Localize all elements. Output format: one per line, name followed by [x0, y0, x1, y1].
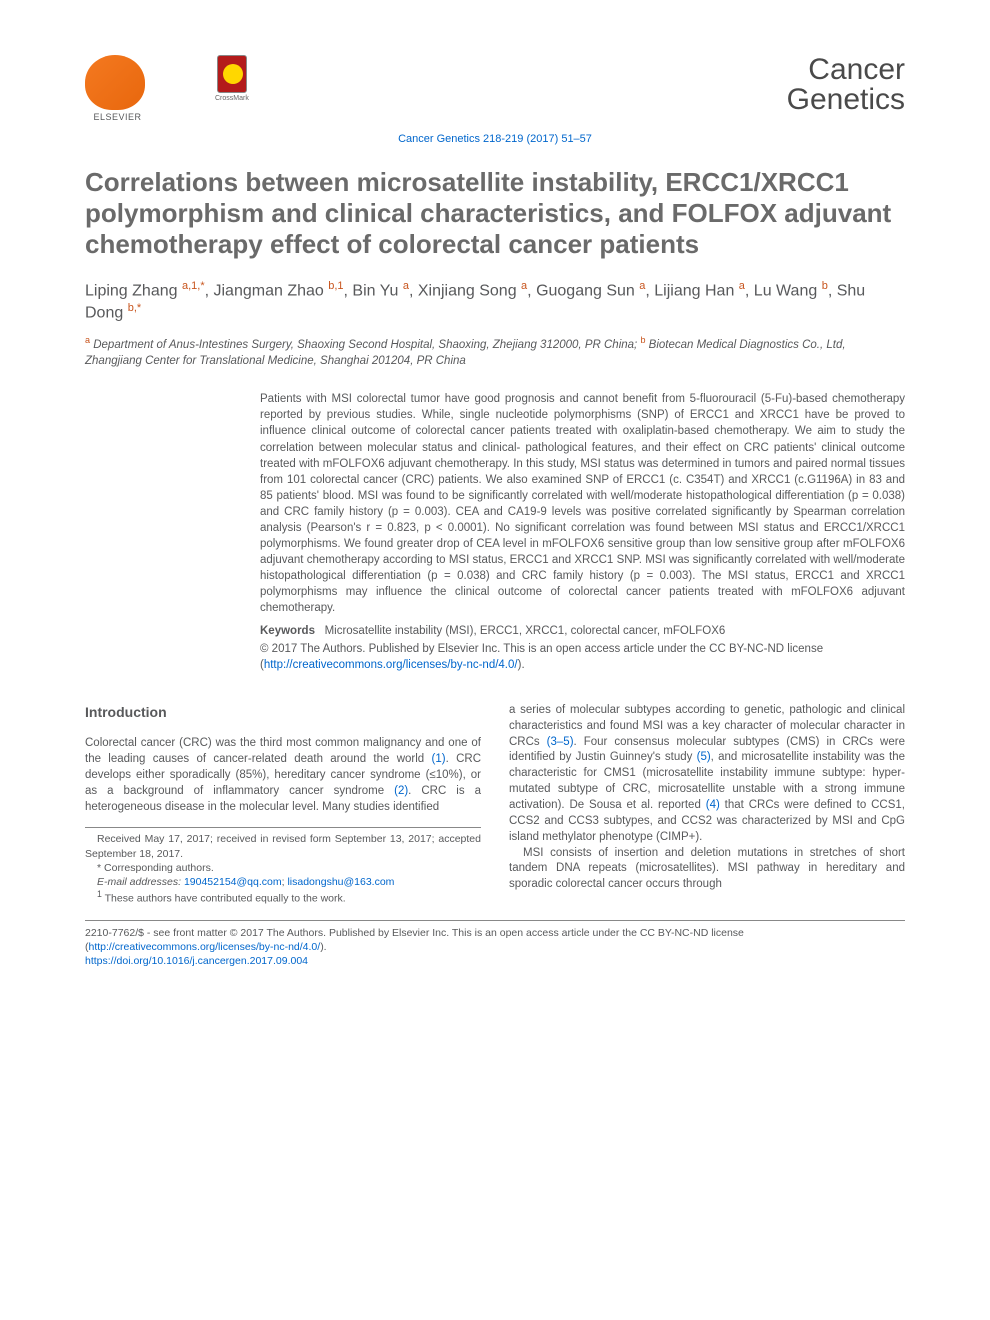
footer-close: ). [320, 941, 326, 953]
footnote-received: Received May 17, 2017; received in revis… [85, 832, 481, 860]
affil-a-text: Department of Anus-Intestines Surgery, S… [93, 339, 637, 351]
email-2[interactable]: lisadongshu@163.com [287, 876, 394, 888]
footnote-emails: E-mail addresses: 190452154@qq.com; lisa… [85, 875, 481, 889]
citation-line[interactable]: Cancer Genetics 218-219 (2017) 51–57 [85, 133, 905, 145]
footnotes: Received May 17, 2017; received in revis… [85, 827, 481, 905]
footer-doi-link[interactable]: https://doi.org/10.1016/j.cancergen.2017… [85, 954, 905, 968]
keywords-line: Keywords Microsatellite instability (MSI… [260, 623, 905, 639]
copyright-line: © 2017 The Authors. Published by Elsevie… [260, 641, 905, 673]
abstract-text: Patients with MSI colorectal tumor have … [260, 391, 905, 616]
license-link[interactable]: http://creativecommons.org/licenses/by-n… [264, 659, 518, 671]
intro-para-2: a series of molecular subtypes according… [509, 703, 905, 846]
footer-license-link[interactable]: http://creativecommons.org/licenses/by-n… [89, 941, 321, 953]
authors-list: Liping Zhang a,1,*, Jiangman Zhao b,1, B… [85, 279, 905, 325]
keywords-text: Microsatellite instability (MSI), ERCC1,… [325, 625, 726, 637]
affil-b-marker: b [640, 335, 645, 345]
footnote-corresponding-text: Corresponding authors. [104, 862, 214, 874]
journal-line2: Genetics [787, 85, 905, 115]
column-left: Introduction Colorectal cancer (CRC) was… [85, 703, 481, 906]
citation-text: Cancer Genetics 218-219 (2017) 51–57 [398, 133, 592, 145]
affiliations: a Department of Anus-Intestines Surgery,… [85, 334, 905, 369]
crossmark-badge[interactable]: CrossMark [215, 55, 249, 102]
crossmark-icon [217, 55, 247, 93]
journal-line1: Cancer [787, 55, 905, 85]
publisher-name: ELSEVIER [85, 112, 150, 122]
intro-para-1: Colorectal cancer (CRC) was the third mo… [85, 736, 481, 815]
body-columns: Introduction Colorectal cancer (CRC) was… [85, 703, 905, 906]
journal-name: Cancer Genetics [787, 55, 905, 115]
ref-link[interactable]: (3–5) [547, 736, 574, 748]
footnote-corresponding: * Corresponding authors. [85, 861, 481, 875]
header: ELSEVIER CrossMark Cancer Genetics [85, 55, 905, 125]
email-label: E-mail addresses: [97, 876, 181, 888]
email-1[interactable]: 190452154@qq.com [184, 876, 282, 888]
ref-link[interactable]: (1) [432, 753, 446, 765]
intro-heading: Introduction [85, 703, 481, 722]
column-right: a series of molecular subtypes according… [509, 703, 905, 906]
footer-issn-line: 2210-7762/$ - see front matter © 2017 Th… [85, 926, 905, 954]
footnote-equal: 1 These authors have contributed equally… [85, 889, 481, 906]
elsevier-logo[interactable]: ELSEVIER [85, 55, 150, 125]
footer-block: 2210-7762/$ - see front matter © 2017 Th… [85, 920, 905, 969]
intro-para-3: MSI consists of insertion and deletion m… [509, 846, 905, 894]
header-left: ELSEVIER CrossMark [85, 55, 249, 125]
copyright-close: ). [518, 659, 525, 671]
ref-link[interactable]: (2) [394, 785, 408, 797]
ref-link[interactable]: (4) [706, 799, 720, 811]
ref-link[interactable]: (5) [697, 751, 711, 763]
article-title: Correlations between microsatellite inst… [85, 167, 905, 261]
crossmark-label: CrossMark [215, 95, 249, 102]
affil-a-marker: a [85, 335, 90, 345]
keywords-label: Keywords [260, 625, 315, 637]
footnote-equal-text: These authors have contributed equally t… [105, 893, 346, 905]
elsevier-tree-icon [85, 55, 145, 110]
email-sep: ; [282, 876, 285, 888]
